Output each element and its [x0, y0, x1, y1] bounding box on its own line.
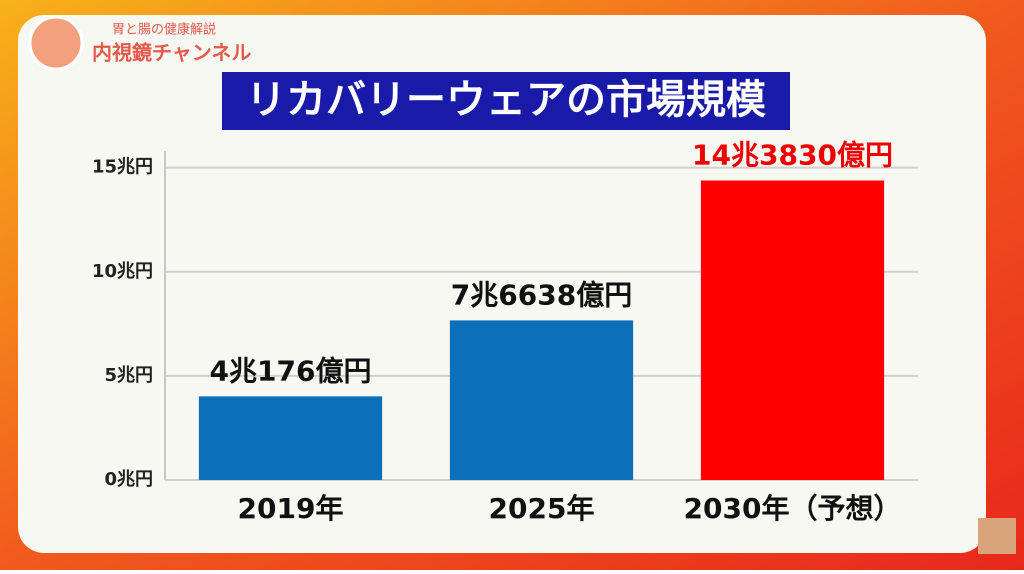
- value-label: 4兆176億円: [210, 354, 372, 387]
- y-tick-label: 15兆円: [92, 157, 153, 178]
- y-tick-label: 5兆円: [104, 365, 153, 386]
- x-tick-label: 2019年: [238, 492, 344, 525]
- thumbnail: [978, 518, 1016, 554]
- y-tick-label: 10兆円: [92, 261, 153, 282]
- title-box: [222, 72, 790, 130]
- bar: [198, 396, 383, 480]
- logo-title: 内視鏡チャンネル: [92, 41, 251, 65]
- bar: [449, 320, 634, 480]
- x-tick-label: 2030年（予想）: [684, 492, 902, 525]
- y-tick-label: 0兆円: [104, 469, 153, 490]
- value-label: 7兆6638億円: [451, 278, 632, 311]
- x-tick-label: 2025年: [489, 492, 595, 525]
- value-label: 14兆3830億円: [692, 139, 893, 172]
- logo-subtitle: 胃と腸の健康解説: [112, 22, 216, 38]
- chart-title: リカバリーウェアの市場規模: [246, 77, 766, 123]
- logo: [28, 15, 84, 71]
- bar: [700, 180, 885, 480]
